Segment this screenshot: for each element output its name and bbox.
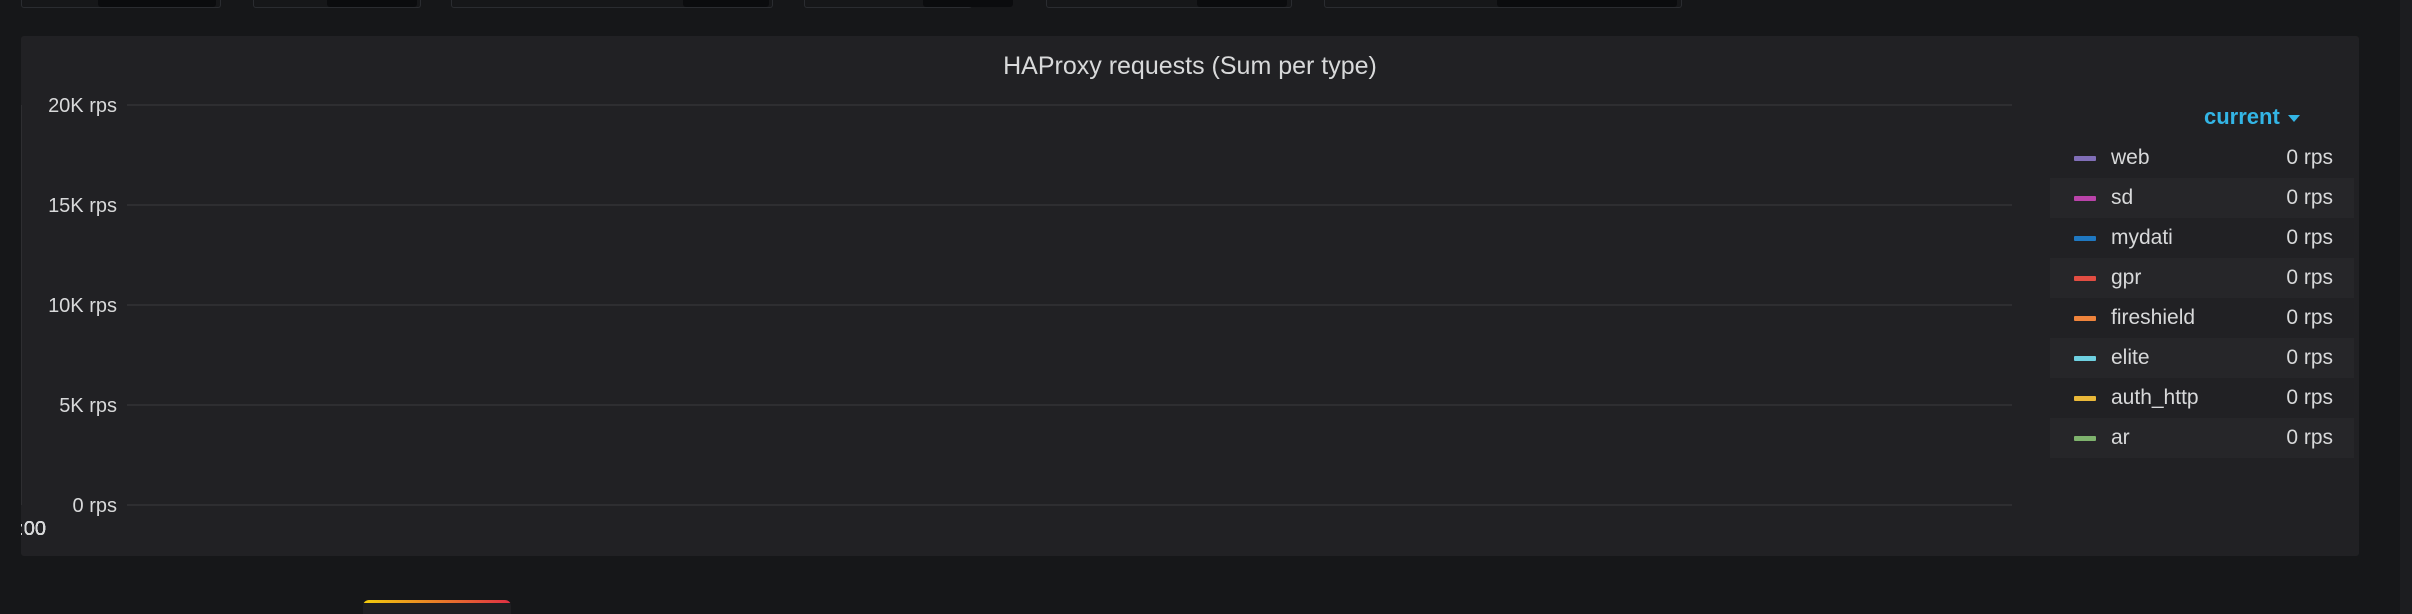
legend-series-name: ar [2111, 426, 2130, 449]
legend: web 0 rps sd 0 rps mydati 0 rps gpr 0 rp… [2050, 138, 2354, 458]
x-tick-label: 20:00 [21, 518, 46, 540]
x-tick-label: 14:00 [21, 518, 46, 540]
top-panel-edge [21, 0, 221, 8]
x-tick-label: 10:00 [21, 518, 46, 540]
legend-sort-label: current [2204, 104, 2280, 129]
top-panel-edge [253, 0, 421, 8]
legend-series-name: web [2111, 146, 2150, 169]
legend-series-value: 0 rps [2286, 146, 2333, 169]
y-tick-label: 10K rps [48, 295, 117, 317]
x-tick-label: 06:00 [21, 518, 46, 540]
x-tick-label: 18:00 [21, 518, 46, 540]
legend-series-value: 0 rps [2286, 266, 2333, 289]
legend-series-value: 0 rps [2286, 386, 2333, 409]
series-color-swatch[interactable] [2074, 156, 2096, 161]
x-tick-label: 12:00 [21, 518, 46, 540]
top-panel-value-box [1197, 0, 1287, 7]
threshold-gradient-line [363, 600, 511, 603]
legend-item-ar[interactable]: ar 0 rps [2050, 418, 2354, 458]
legend-series-name: sd [2111, 186, 2134, 209]
legend-series-value: 0 rps [2286, 426, 2333, 449]
legend-series-value: 0 rps [2286, 186, 2333, 209]
legend-item-mydati[interactable]: mydati 0 rps [2050, 218, 2354, 258]
legend-sort-current[interactable]: current [2204, 104, 2300, 130]
top-panel-edge [1324, 0, 1682, 8]
top-panel-value-box [923, 0, 1013, 7]
caret-down-icon [2287, 114, 2300, 122]
legend-series-value: 0 rps [2286, 226, 2333, 249]
y-tick-label: 15K rps [48, 195, 117, 217]
legend-series-name: auth_http [2111, 386, 2199, 409]
legend-series-name: gpr [2111, 266, 2142, 289]
haproxy-requests-panel: HAProxy requests (Sum per type) 0 rps 5K … [21, 36, 2359, 556]
y-tick-label: 20K rps [48, 95, 117, 117]
legend-series-name: elite [2111, 346, 2150, 369]
top-panel-edge [451, 0, 773, 8]
legend-item-web[interactable]: web 0 rps [2050, 138, 2354, 178]
x-tick-label: 00:00 [21, 518, 46, 540]
top-panel-value-box [1497, 0, 1677, 7]
legend-series-name: fireshield [2111, 306, 2196, 329]
series-color-swatch[interactable] [2074, 196, 2096, 201]
x-tick-label: 16:00 [21, 518, 46, 540]
x-tick-label: 04:00 [21, 518, 46, 540]
series-color-swatch[interactable] [2074, 316, 2096, 321]
y-tick-label: 0 rps [73, 495, 117, 517]
top-panel-strip [0, 0, 2412, 14]
x-tick-label: 08:00 [21, 518, 46, 540]
legend-item-gpr[interactable]: gpr 0 rps [2050, 258, 2354, 298]
area-chart[interactable]: 0 rps 5K rps 10K rps 15K rps 20K rps 12:0014:… [21, 36, 2359, 556]
legend-item-fireshield[interactable]: fireshield 0 rps [2050, 298, 2354, 338]
scrollbar-track[interactable] [2400, 0, 2412, 614]
legend-item-sd[interactable]: sd 0 rps [2050, 178, 2354, 218]
x-tick-label: 22:00 [21, 518, 46, 540]
legend-item-auth-http[interactable]: auth_http 0 rps [2050, 378, 2354, 418]
legend-series-name: mydati [2111, 226, 2173, 249]
panel-title[interactable]: HAProxy requests (Sum per type) [1003, 52, 1377, 80]
legend-series-value: 0 rps [2286, 346, 2333, 369]
next-panel-header [363, 600, 511, 614]
y-tick-label: 5K rps [59, 395, 117, 417]
series-color-swatch[interactable] [2074, 396, 2096, 401]
series-color-swatch[interactable] [2074, 236, 2096, 241]
top-panel-edge [1046, 0, 1292, 8]
series-color-swatch[interactable] [2074, 436, 2096, 441]
legend-item-elite[interactable]: elite 0 rps [2050, 338, 2354, 378]
top-panel-value-box [683, 0, 769, 7]
x-tick-label: 02:00 [21, 518, 46, 540]
top-panel-value-box [98, 0, 216, 7]
top-panel-value-box [327, 0, 417, 7]
legend-series-value: 0 rps [2286, 306, 2333, 329]
series-color-swatch[interactable] [2074, 276, 2096, 281]
series-color-swatch[interactable] [2074, 356, 2096, 361]
